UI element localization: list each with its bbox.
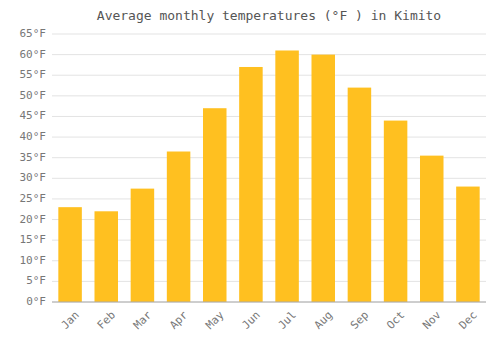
bar (203, 108, 227, 302)
x-tick-label: Jul (276, 309, 299, 332)
grid (52, 34, 486, 302)
y-tick-label: 20°F (20, 213, 47, 226)
bar (384, 121, 408, 302)
grid-line (52, 75, 486, 76)
chart-container: 0°F 5°F 10°F 15°F 20°F 25°F 30°F 35°F 40°F 45°F 50… (0, 0, 500, 350)
bar (348, 88, 372, 302)
bar (58, 207, 82, 302)
y-tick-label: 50°F (20, 89, 47, 102)
x-tick-label: Sep (348, 309, 371, 332)
grid-line (52, 54, 486, 55)
x-tick-label: Feb (95, 309, 118, 332)
y-tick-label: 60°F (20, 48, 47, 61)
bar (167, 152, 191, 302)
y-tick-label: 55°F (20, 68, 47, 81)
bar (420, 156, 444, 302)
bar (239, 67, 263, 302)
chart: 0°F 5°F 10°F 15°F 20°F 25°F 30°F 35°F 40°F 45°F 50… (0, 0, 500, 350)
y-tick-label: 25°F (20, 192, 47, 205)
bar (94, 211, 118, 302)
grid-line (52, 116, 486, 117)
grid-line (52, 95, 486, 96)
bar (311, 55, 335, 302)
y-tick-label: 40°F (20, 130, 47, 143)
x-tick-label: Mar (131, 308, 155, 332)
grid-line (52, 34, 486, 35)
y-tick-label: 45°F (20, 109, 47, 122)
bar (131, 189, 155, 302)
x-tick-label: May (203, 308, 227, 332)
x-tick-label: Dec (456, 309, 479, 332)
y-tick-label: 15°F (20, 233, 47, 246)
y-tick-label: 65°F (20, 27, 47, 40)
grid-line (52, 137, 486, 138)
x-tick-label: Apr (167, 308, 191, 332)
y-tick-label: 10°F (20, 254, 47, 267)
y-tick-label: 5°F (26, 274, 46, 287)
y-tick-label: 0°F (26, 295, 46, 308)
title: Average monthly temperatures (°F ) in Ki… (97, 8, 441, 23)
bars (58, 50, 479, 302)
x-tick-label: Jun (239, 309, 262, 332)
y-tick-label: 30°F (20, 171, 47, 184)
y-tick-label: 35°F (20, 151, 47, 164)
x-tick-label: Nov (420, 308, 444, 332)
bar (456, 187, 480, 302)
x-axis-line (52, 302, 486, 303)
x-tick-label: Jan (59, 309, 82, 332)
bar (275, 50, 299, 302)
grid-line (52, 302, 486, 303)
x-axis: Jan Feb Mar Apr May Jun Jul Aug Sep Oct Nov Dec (59, 308, 480, 332)
y-axis: 0°F 5°F 10°F 15°F 20°F 25°F 30°F 35°F 40°F 45°F 50… (20, 27, 47, 308)
x-tick-label: Oct (384, 309, 407, 332)
x-tick-label: Aug (312, 309, 335, 332)
